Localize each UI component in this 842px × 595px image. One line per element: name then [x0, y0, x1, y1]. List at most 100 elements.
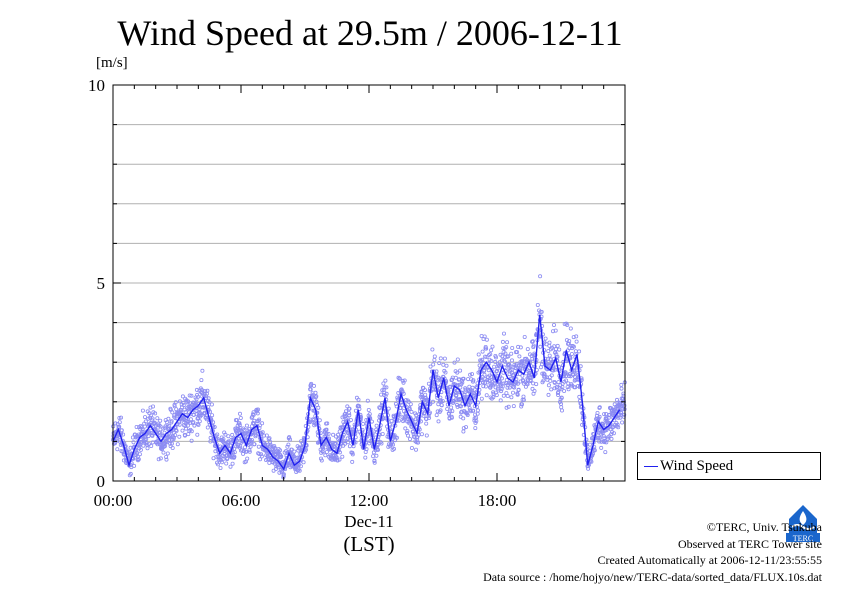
data-point	[206, 396, 211, 401]
data-point	[546, 392, 551, 397]
data-point	[407, 437, 412, 442]
data-point	[530, 356, 535, 361]
data-point	[194, 387, 199, 392]
data-point	[520, 402, 525, 407]
data-point	[500, 384, 505, 389]
data-point	[346, 440, 351, 445]
data-point	[542, 372, 547, 377]
data-point	[119, 415, 124, 420]
data-point	[419, 389, 424, 394]
data-point	[333, 441, 338, 446]
data-point	[516, 344, 521, 349]
data-point	[255, 407, 260, 412]
data-point	[455, 357, 460, 362]
data-point	[512, 385, 517, 390]
data-point	[347, 411, 352, 416]
points-layer	[111, 274, 627, 480]
data-point	[469, 372, 474, 377]
data-point	[391, 446, 396, 451]
data-point	[195, 432, 200, 437]
data-point	[599, 445, 604, 450]
data-point	[426, 413, 431, 418]
data-point	[193, 402, 198, 407]
data-point	[207, 400, 212, 405]
data-point	[451, 400, 456, 405]
data-point	[237, 436, 242, 441]
data-point	[559, 395, 564, 400]
logo-text: TERC	[793, 534, 813, 543]
data-point	[546, 356, 551, 361]
data-point	[367, 412, 372, 417]
data-point	[393, 401, 398, 406]
data-point	[494, 393, 499, 398]
data-point	[423, 392, 428, 397]
data-point	[519, 404, 524, 409]
data-point	[616, 425, 621, 430]
data-point	[156, 457, 161, 462]
data-point	[221, 437, 226, 442]
data-point	[136, 457, 141, 462]
data-point	[484, 337, 489, 342]
data-point	[463, 425, 468, 430]
data-point	[375, 443, 380, 448]
x-tick-label: 12:00	[350, 491, 389, 510]
data-point	[224, 461, 229, 466]
data-point	[280, 468, 285, 473]
data-point	[259, 454, 264, 459]
footer-observed: Observed at TERC Tower site	[677, 536, 822, 551]
data-point	[442, 356, 447, 361]
data-point	[117, 415, 122, 420]
chart-title: Wind Speed at 29.5m / 2006-12-11	[117, 13, 623, 53]
data-point	[408, 402, 413, 407]
data-point	[378, 406, 383, 411]
data-point	[499, 376, 504, 381]
data-point	[337, 457, 342, 462]
data-point	[113, 421, 118, 426]
data-point	[350, 459, 355, 464]
data-point	[569, 343, 574, 348]
data-point	[276, 465, 281, 470]
data-point	[281, 472, 286, 477]
data-point	[244, 423, 249, 428]
data-point	[149, 443, 154, 448]
data-point	[130, 435, 135, 440]
data-point	[555, 343, 560, 348]
data-point	[137, 442, 142, 447]
data-point	[530, 386, 535, 391]
data-point	[614, 409, 619, 414]
data-point	[379, 392, 384, 397]
data-point	[395, 395, 400, 400]
data-point	[477, 363, 482, 368]
data-point	[175, 442, 180, 447]
data-point	[409, 409, 414, 414]
data-point	[574, 339, 579, 344]
data-point	[374, 453, 379, 458]
data-point	[379, 441, 384, 446]
data-point	[193, 400, 198, 405]
data-point	[567, 346, 572, 351]
data-point	[128, 471, 133, 476]
data-point	[384, 391, 389, 396]
data-point	[347, 444, 352, 449]
data-point	[515, 381, 520, 386]
data-point	[309, 381, 314, 386]
data-point	[177, 399, 182, 404]
data-point	[552, 322, 557, 327]
data-point	[156, 435, 161, 440]
data-point	[511, 404, 516, 409]
data-point	[210, 413, 215, 418]
data-point	[247, 449, 252, 454]
data-point	[445, 406, 450, 411]
data-point	[502, 359, 507, 364]
data-point	[375, 447, 380, 452]
data-point	[318, 456, 323, 461]
data-point	[474, 404, 479, 409]
data-point	[489, 358, 494, 363]
data-point	[492, 364, 497, 369]
data-point	[515, 350, 520, 355]
x-tick-label: 00:00	[94, 491, 133, 510]
data-point	[428, 364, 433, 369]
data-point	[517, 363, 522, 368]
y-tick-label: 0	[97, 472, 106, 491]
data-point	[592, 448, 597, 453]
